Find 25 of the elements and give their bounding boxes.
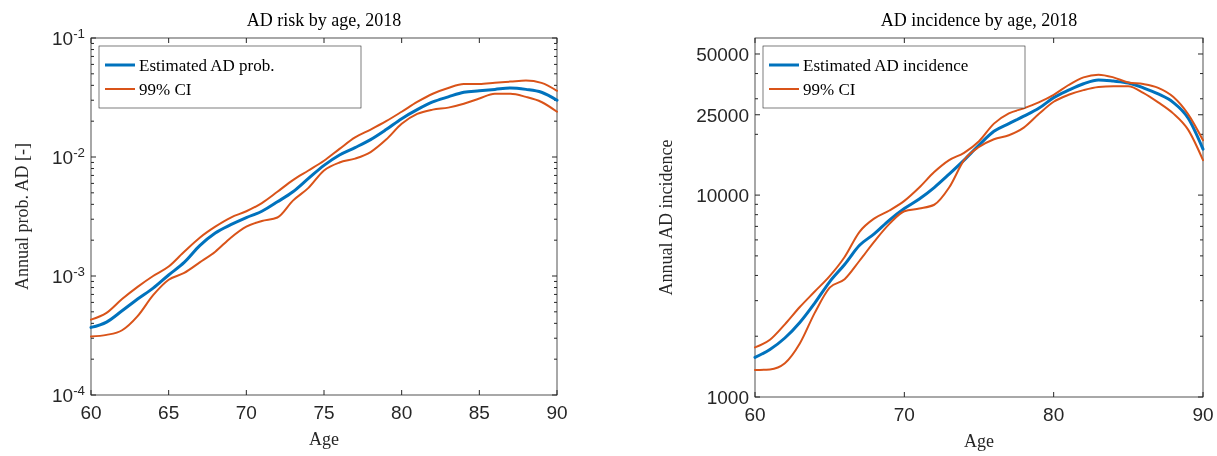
x-tick-label: 80	[391, 402, 413, 423]
legend-label: Estimated AD incidence	[803, 56, 969, 75]
y-tick-label: 10$^{-2}$	[52, 144, 85, 168]
x-tick-label: 80	[1043, 404, 1065, 425]
y-tick-label: 25000	[696, 104, 749, 126]
y-axis-title: Annual prob. AD [-]	[12, 143, 32, 290]
y-tick-label: 50000	[696, 43, 749, 65]
x-tick-label: 65	[158, 402, 180, 423]
x-tick-label: 70	[893, 404, 915, 425]
chart-title: AD risk by age, 2018	[246, 10, 402, 30]
x-tick-label: 90	[546, 402, 568, 423]
x-tick-label: 75	[313, 402, 335, 423]
y-tick-label: 10$^{-3}$	[52, 263, 85, 287]
x-tick-label: 85	[468, 402, 490, 423]
y-tick-label: 10000	[696, 185, 749, 207]
legend-label: Estimated AD prob.	[139, 56, 275, 75]
x-axis-title: Age	[309, 429, 339, 449]
x-axis-title: Age	[964, 431, 994, 451]
legend-label: 99% CI	[803, 80, 856, 99]
chart-title: AD incidence by age, 2018	[880, 10, 1078, 30]
y-axis-title: Annual AD incidence	[656, 139, 676, 296]
y-tick-label: 10$^{-1}$	[52, 25, 85, 49]
legend-label: 99% CI	[139, 80, 192, 99]
x-tick-label: 90	[1192, 404, 1214, 425]
x-tick-label: 70	[235, 402, 257, 423]
